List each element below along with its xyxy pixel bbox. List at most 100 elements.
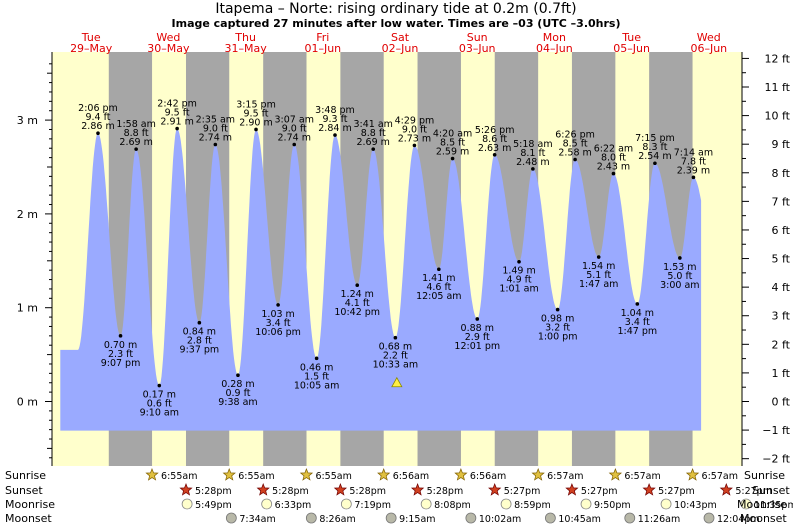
tide-m: 1.24 m (341, 289, 374, 300)
day-date: 29–May (70, 42, 113, 55)
chart-title: Itapema – Norte: rising ordinary tide at… (215, 1, 576, 17)
moonset-time: 11:26am (638, 514, 680, 525)
tide-time: 2:42 pm (157, 99, 197, 110)
tide-m: 0.88 m (461, 323, 494, 334)
tide-time: 10:05 am (294, 380, 339, 391)
day-date: 05–Jun (613, 42, 650, 55)
right-tick-label: 2 ft (772, 338, 791, 351)
row-label-sunrise-right: Sunrise (744, 469, 785, 482)
tide-point (157, 383, 162, 388)
tide-point (596, 255, 601, 259)
tide-point (611, 171, 616, 176)
day-date: 31–May (224, 42, 267, 55)
tide-m: 0.84 m (183, 327, 216, 338)
tide-time: 9:37 pm (180, 345, 220, 356)
sunset-icon (719, 483, 733, 496)
tide-ft: 5.0 ft (667, 271, 692, 282)
tide-point (236, 373, 240, 378)
moonrise-time: 11:35pm (754, 500, 793, 511)
tide-time: 1:58 am (116, 119, 155, 130)
tide-time: 6:26 pm (555, 129, 595, 140)
moonset-icon (465, 512, 477, 524)
tide-time: 10:42 pm (334, 307, 380, 318)
tide-time: 4:29 pm (395, 115, 435, 126)
day-date: 01–Jun (304, 42, 341, 55)
tide-m: 2.73 m (398, 133, 431, 144)
tide-ft: 8.8 ft (124, 128, 149, 139)
moonrise-icon (261, 498, 273, 510)
tide-m: 2.58 m (558, 147, 591, 158)
tide-time: 1:47 am (579, 279, 618, 290)
right-tick-label: 6 ft (772, 224, 791, 237)
tide-time: 10:06 pm (255, 327, 301, 338)
tide-m: 2.74 m (278, 132, 311, 143)
sunset-time: 5:27pm (735, 486, 772, 497)
tide-time: 1:47 pm (617, 326, 657, 337)
tide-point (437, 267, 441, 272)
tide-ft: 2.3 ft (108, 349, 133, 360)
tide-point (393, 335, 398, 340)
tide-m: 2.91 m (160, 117, 193, 128)
tide-point (653, 161, 657, 166)
moonset-time: 7:34am (239, 514, 275, 525)
tide-m: 2.43 m (597, 162, 630, 173)
tide-ft: 8.0 ft (601, 153, 626, 164)
tide-time: 2:06 pm (78, 103, 118, 114)
tide-point (314, 356, 319, 361)
tide-m: 0.46 m (300, 362, 333, 373)
row-label-sunrise-left: Sunrise (5, 469, 46, 482)
tide-ft: 4.9 ft (507, 275, 532, 286)
tide-time: 9:38 am (218, 397, 257, 408)
tide-ft: 9.5 ft (244, 108, 269, 119)
day-date: 06–Jun (690, 42, 727, 55)
tide-point (254, 127, 258, 132)
tide-m: 0.70 m (104, 340, 137, 351)
sunset-time: 5:28pm (349, 486, 386, 497)
moonset-time: 10:45am (558, 514, 600, 525)
tide-ft: 2.8 ft (187, 336, 212, 347)
moonrise-icon (420, 498, 432, 510)
tide-time: 12:01 pm (454, 341, 500, 352)
tide-time: 3:07 am (275, 114, 314, 125)
right-tick-label: 10 ft (765, 110, 791, 123)
tide-m: 0.17 m (143, 390, 176, 401)
row-label-moonrise-right: Moonrise (737, 498, 787, 511)
sunrise-icon (454, 468, 468, 481)
tide-m: 2.48 m (516, 157, 549, 168)
tide-time: 2:35 am (196, 114, 235, 125)
sunrise-time: 6:55am (315, 471, 351, 482)
sunrise-icon (377, 468, 391, 481)
right-tick-label: −2 ft (762, 453, 790, 466)
moonset-time: 10:02am (479, 514, 521, 525)
tide-ft: 4.1 ft (345, 298, 370, 309)
tide-time: 5:18 am (513, 139, 552, 150)
moonrise-time: 9:50pm (594, 500, 631, 511)
sunset-icon (410, 483, 425, 496)
left-tick-label: 1 m (17, 302, 38, 315)
tide-m: 2.84 m (318, 123, 351, 134)
sunset-time: 5:28pm (272, 486, 309, 497)
tide-time: 3:00 am (660, 280, 699, 291)
sunset-icon (642, 483, 656, 496)
moonrise-time: 5:49pm (195, 500, 232, 511)
moonset-icon (385, 512, 397, 524)
day-date: 03–Jun (459, 42, 496, 55)
day-date: 02–Jun (382, 42, 419, 55)
tide-ft: 8.5 ft (563, 138, 588, 149)
tide-ft: 9.3 ft (322, 114, 347, 125)
tide-point (450, 156, 455, 161)
tide-time: 5:26 pm (475, 125, 515, 136)
tide-point (635, 302, 640, 306)
tide-ft: 8.1 ft (520, 148, 545, 159)
right-tick-label: −1 ft (762, 424, 790, 437)
tide-m: 0.28 m (221, 379, 254, 390)
sunrise-icon (531, 468, 545, 481)
tide-point (678, 256, 682, 260)
tide-ft: 8.5 ft (440, 138, 465, 149)
tide-ft: 0.9 ft (225, 388, 250, 399)
tide-time: 9:10 am (140, 408, 179, 419)
right-tick-label: 5 ft (772, 253, 791, 266)
moonrise-time: 10:43pm (674, 500, 717, 511)
tide-point (213, 142, 218, 147)
